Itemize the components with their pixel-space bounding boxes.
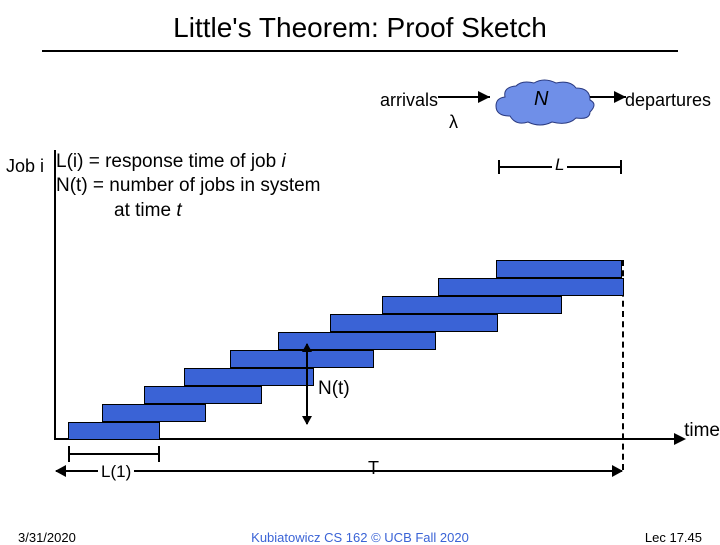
job-bar xyxy=(496,260,622,278)
job-i-label: Job i xyxy=(6,156,44,177)
l1-label: L(1) xyxy=(98,462,134,482)
definitions-block: L(i) = response time of job i N(t) = num… xyxy=(56,150,436,230)
def-attime-var: t xyxy=(176,200,181,221)
def-Nt: N(t) = number of jobs in system xyxy=(56,174,436,198)
def-attime: at time xyxy=(114,200,176,221)
job-bar xyxy=(184,368,314,386)
l-label: L xyxy=(552,155,567,175)
job-bar xyxy=(330,314,498,332)
arrival-arrow-icon xyxy=(438,96,490,98)
departure-arrow-icon xyxy=(590,96,626,98)
footer-attribution: Kubiatowicz CS 162 © UCB Fall 2020 xyxy=(0,530,720,545)
job-bar xyxy=(438,278,624,296)
nt-label: N(t) xyxy=(316,378,352,400)
def-Li: L(i) = response time of job xyxy=(56,151,281,172)
footer-slide-number: Lec 17.45 xyxy=(645,530,702,545)
nt-arrow-icon xyxy=(306,344,308,424)
title-underline xyxy=(42,50,678,52)
job-bar xyxy=(144,386,262,404)
job-bar xyxy=(382,296,562,314)
time-axis-label: time xyxy=(684,420,720,442)
lambda-label: λ xyxy=(449,112,458,133)
queue-diagram: arrivals λ N departures xyxy=(0,72,720,132)
job-bar xyxy=(102,404,206,422)
job-bar xyxy=(230,350,374,368)
departures-label: departures xyxy=(625,90,711,111)
job-bar xyxy=(68,422,160,440)
def-Li-var: i xyxy=(281,151,285,172)
page-title: Little's Theorem: Proof Sketch xyxy=(0,0,720,44)
l1-bracket-icon xyxy=(68,446,160,462)
arrivals-label: arrivals xyxy=(380,90,438,111)
t-label: T xyxy=(368,458,379,479)
t-arrow-icon xyxy=(56,470,622,472)
n-label: N xyxy=(534,88,548,111)
